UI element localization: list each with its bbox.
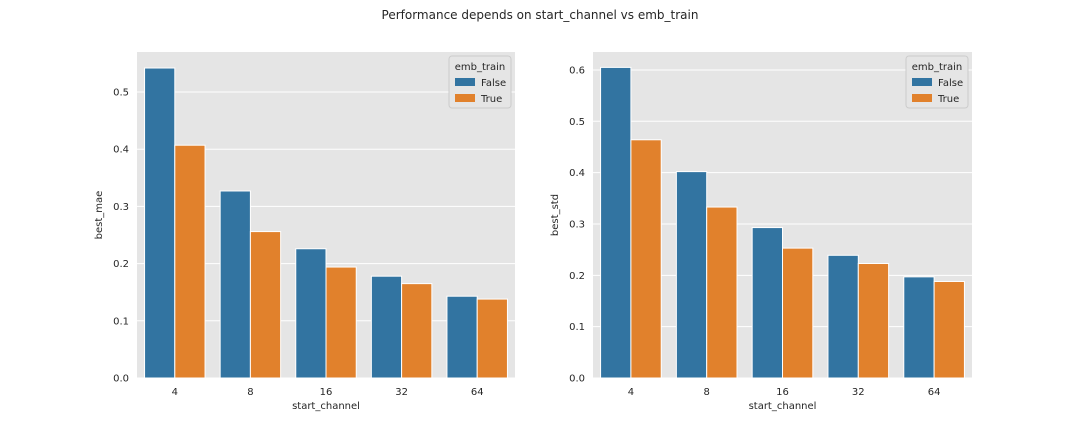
- legend-label: True: [937, 94, 959, 105]
- legend-label: True: [480, 94, 502, 105]
- bar: [446, 295, 478, 379]
- x-tick-label: 32: [395, 387, 408, 398]
- bar: [295, 248, 327, 379]
- y-tick-label: 0.3: [113, 202, 129, 213]
- legend-label: False: [938, 78, 963, 89]
- legend: emb_train False True: [905, 55, 969, 109]
- bar: [249, 231, 282, 379]
- x-tick-label: 16: [776, 387, 789, 398]
- legend-swatch: [912, 78, 932, 86]
- chart-left-best-mae: 0.0 0.1 0.2 0.3 0.4 0.5 4 8 16 32 64 start_channel b…: [94, 52, 515, 412]
- legend-swatch: [912, 94, 932, 102]
- bar: [827, 254, 859, 379]
- figure-title: Performance depends on start_channel vs …: [381, 8, 699, 22]
- bar: [630, 139, 662, 379]
- x-tick-label: 64: [928, 387, 941, 398]
- y-tick-label: 0.4: [569, 168, 585, 179]
- x-tick-label: 4: [628, 387, 634, 398]
- chart-right-best-std: 0.0 0.1 0.2 0.3 0.4 0.5 0.6 4 8 16 32 64 start_chann…: [550, 52, 972, 412]
- y-axis-label: best_mae: [94, 191, 105, 240]
- y-tick-label: 0.2: [569, 271, 585, 282]
- bar: [219, 190, 251, 379]
- legend-title: emb_train: [912, 62, 963, 73]
- bar: [325, 266, 357, 379]
- y-tick-label: 0.4: [113, 145, 129, 156]
- legend-title: emb_train: [455, 62, 506, 73]
- x-tick-label: 64: [471, 387, 484, 398]
- y-tick-label: 0.0: [113, 374, 129, 385]
- x-axis-label: start_channel: [749, 401, 817, 412]
- bar: [782, 247, 814, 379]
- bar: [174, 144, 206, 379]
- bar: [600, 66, 632, 379]
- bar: [933, 280, 965, 379]
- legend: emb_train False True: [448, 55, 512, 109]
- bar: [857, 263, 890, 379]
- legend-swatch: [455, 94, 475, 102]
- x-tick-label: 16: [320, 387, 333, 398]
- legend-label: False: [481, 78, 506, 89]
- y-tick-label: 0.5: [113, 88, 129, 99]
- y-tick-label: 0.5: [569, 117, 585, 128]
- y-tick-label: 0.6: [569, 65, 585, 76]
- x-tick-label: 8: [247, 387, 253, 398]
- x-tick-label: 8: [704, 387, 710, 398]
- x-axis-label: start_channel: [292, 401, 360, 412]
- bar: [675, 171, 708, 379]
- bar: [370, 275, 403, 379]
- bar: [751, 227, 783, 379]
- x-tick-label: 4: [172, 387, 178, 398]
- bar: [476, 298, 508, 379]
- y-tick-label: 0.1: [113, 316, 129, 327]
- y-tick-label: 0.3: [569, 219, 585, 230]
- y-tick-label: 0.2: [113, 259, 129, 270]
- bar: [144, 67, 176, 379]
- bar: [706, 206, 738, 379]
- legend-swatch: [455, 78, 475, 86]
- bar: [903, 276, 935, 379]
- y-tick-label: 0.1: [569, 322, 585, 333]
- y-tick-label: 0.0: [569, 374, 585, 385]
- x-tick-label: 32: [852, 387, 865, 398]
- bar: [401, 283, 433, 379]
- y-axis-label: best_std: [550, 194, 561, 236]
